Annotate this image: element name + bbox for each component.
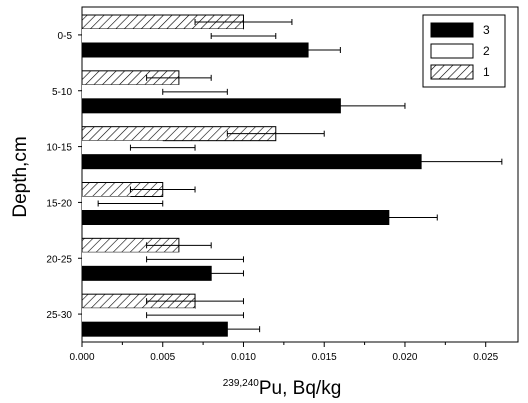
x-tick-label: 0.010 bbox=[231, 352, 256, 363]
legend-label-1: 1 bbox=[483, 65, 490, 79]
y-tick-label: 0-5 bbox=[58, 31, 73, 42]
legend-swatch-3 bbox=[430, 22, 474, 38]
bar-series-2 bbox=[82, 29, 244, 43]
x-axis-title: 239,240Pu, Bq/kg bbox=[223, 378, 342, 399]
y-tick-label: 10-15 bbox=[46, 143, 72, 154]
y-tick-label: 20-25 bbox=[46, 254, 72, 265]
y-axis-title: Depth,cm bbox=[10, 136, 31, 217]
bar-series-2 bbox=[82, 140, 163, 155]
legend-label-2: 2 bbox=[483, 44, 490, 58]
x-tick-label: 0.005 bbox=[150, 352, 175, 363]
plot-area: 0-5 5-10 10-15 15-20 20-25 25-30 0.000 0.005 0.0… bbox=[46, 6, 519, 363]
y-tick-label: 15-20 bbox=[46, 198, 72, 209]
x-axis-title-superscript: 239,240 bbox=[223, 378, 260, 389]
x-axis-title-main: Pu, Bq/kg bbox=[259, 378, 341, 399]
legend-swatch-2 bbox=[430, 43, 474, 59]
bar-series-3 bbox=[81, 42, 309, 58]
plot-frame bbox=[81, 6, 519, 343]
legend: 3 2 1 bbox=[422, 14, 506, 88]
x-tick-label: 0.015 bbox=[312, 352, 337, 363]
x-tick-label: 0.025 bbox=[473, 352, 498, 363]
y-tick-label: 25-30 bbox=[46, 310, 72, 321]
bar-series-2 bbox=[82, 84, 196, 99]
y-tick-label: 5-10 bbox=[52, 87, 72, 98]
bar-series-2 bbox=[82, 252, 196, 267]
bar-series-2 bbox=[82, 308, 196, 323]
legend-label-3: 3 bbox=[483, 23, 490, 37]
x-tick-label: 0.020 bbox=[392, 352, 417, 363]
legend-swatch-1 bbox=[430, 64, 474, 80]
x-tick-label: 0.000 bbox=[69, 352, 94, 363]
